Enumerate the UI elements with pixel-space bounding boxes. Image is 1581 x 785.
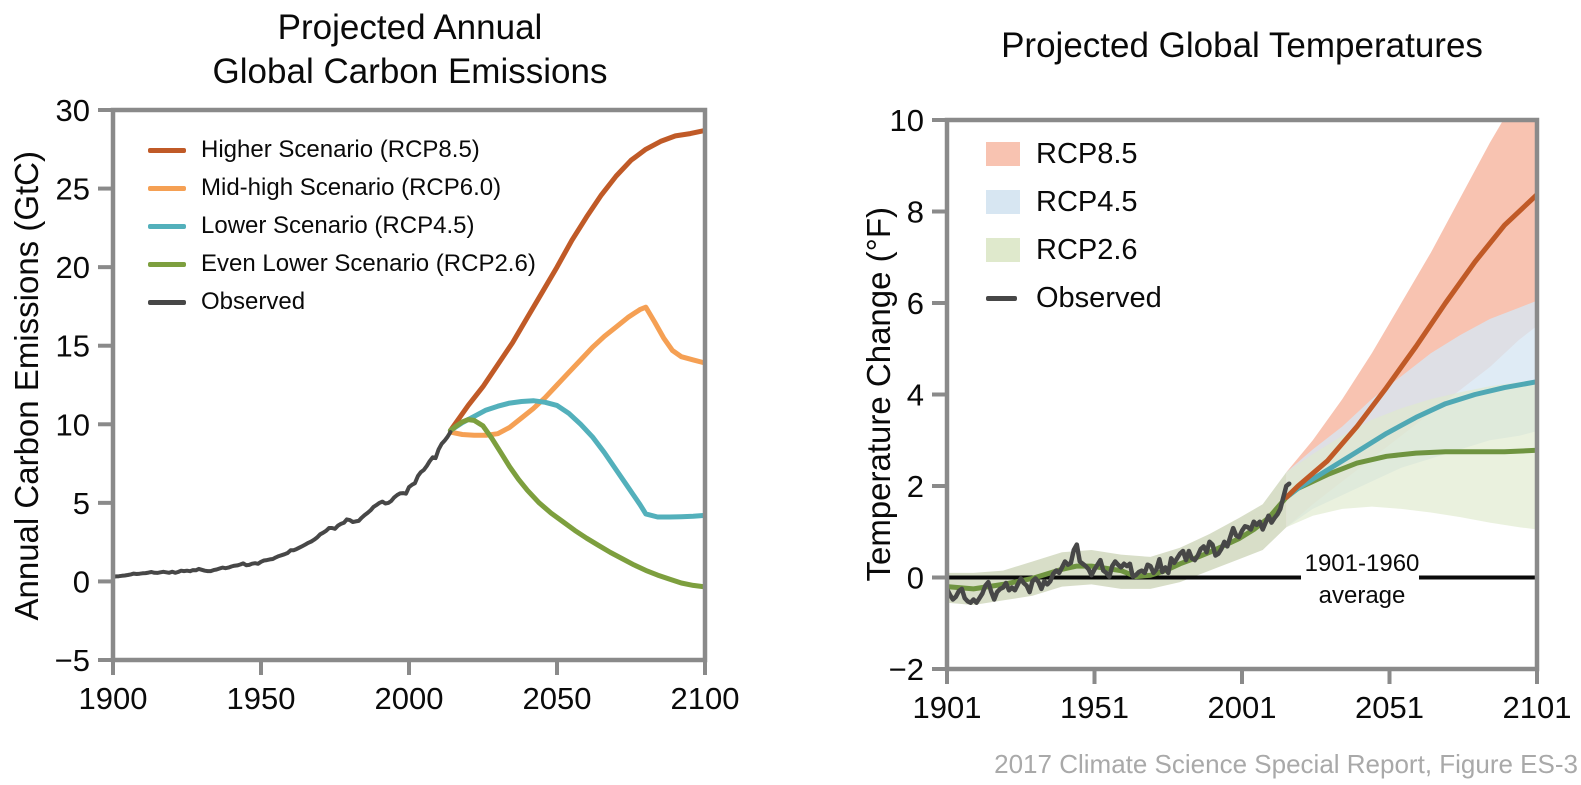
rcp85-line-swatch-icon (148, 147, 186, 153)
svg-text:1950: 1950 (227, 681, 296, 716)
svg-text:20: 20 (56, 250, 90, 285)
svg-text:0: 0 (907, 561, 924, 596)
legend-item-rcp45-scenario: Lower Scenario (RCP4.5) (148, 207, 536, 245)
legend-item-rcp85-band: RCP8.5 (986, 130, 1162, 178)
rcp26-band-swatch-icon (986, 238, 1020, 262)
legend-item-rcp26-scenario: Even Lower Scenario (RCP2.6) (148, 245, 536, 283)
svg-text:6: 6 (907, 286, 924, 321)
legend-item-rcp45-band: RCP4.5 (986, 178, 1162, 226)
svg-text:1900: 1900 (79, 681, 148, 716)
svg-text:2101: 2101 (1503, 690, 1572, 725)
legend-label: RCP4.5 (1036, 185, 1138, 218)
svg-text:5: 5 (73, 486, 90, 521)
legend-item-rcp26-band: RCP2.6 (986, 226, 1162, 274)
observed-line-swatch-icon (986, 295, 1017, 301)
legend-item-rcp85-scenario: Higher Scenario (RCP8.5) (148, 131, 536, 169)
emissions-legend: Higher Scenario (RCP8.5) Mid-high Scenar… (148, 131, 536, 321)
svg-text:2000: 2000 (375, 681, 444, 716)
svg-text:2: 2 (907, 469, 924, 504)
temperatures-y-axis-label: Temperature Change (°F) (860, 207, 897, 582)
legend-label: Higher Scenario (RCP8.5) (201, 136, 480, 163)
svg-text:0: 0 (73, 564, 90, 599)
temperatures-legend: RCP8.5 RCP4.5 RCP2.6 Observed (986, 130, 1162, 322)
legend-label: Mid-high Scenario (RCP6.0) (201, 174, 502, 201)
legend-label: Lower Scenario (RCP4.5) (201, 212, 475, 239)
svg-text:−2: −2 (889, 652, 924, 687)
svg-text:10: 10 (56, 407, 90, 442)
legend-item-observed: Observed (986, 274, 1162, 322)
svg-text:30: 30 (56, 93, 90, 128)
rcp85-band-swatch-icon (986, 142, 1020, 166)
emissions-y-axis-label: Annual Carbon Emissions (GtC) (8, 151, 45, 621)
legend-label: Even Lower Scenario (RCP2.6) (201, 250, 536, 277)
baseline-average-annotation: 1901-1960 average (1256, 548, 1468, 612)
legend-item-observed: Observed (148, 283, 536, 321)
legend-item-rcp60-scenario: Mid-high Scenario (RCP6.0) (148, 169, 536, 207)
observed-line-swatch-icon (148, 299, 186, 305)
svg-text:2100: 2100 (671, 681, 740, 716)
svg-text:4: 4 (907, 378, 924, 413)
svg-text:25: 25 (56, 172, 90, 207)
legend-label: Observed (1036, 281, 1162, 314)
rcp45-band-swatch-icon (986, 190, 1020, 214)
legend-label: RCP2.6 (1036, 233, 1138, 266)
legend-label: Observed (201, 288, 306, 315)
emissions-chart-title-line1: Projected Annual (277, 8, 543, 47)
svg-text:15: 15 (56, 329, 90, 364)
emissions-chart-title-line2: Global Carbon Emissions (212, 52, 608, 91)
emissions-chart-title: Projected Annual Global Carbon Emissions (110, 6, 710, 94)
rcp45-line-swatch-icon (148, 223, 186, 229)
legend-label: RCP8.5 (1036, 137, 1138, 170)
temperatures-chart-title: Projected Global Temperatures (1001, 26, 1483, 65)
source-note: 2017 Climate Science Special Report, Fig… (994, 749, 1578, 779)
temperatures-y-axis-label-box: Temperature Change (°F) (856, 120, 902, 669)
baseline-average-annotation-line1: 1901-1960 (1304, 550, 1420, 577)
emissions-y-axis-label-box: Annual Carbon Emissions (GtC) (4, 108, 50, 664)
svg-text:2050: 2050 (523, 681, 592, 716)
svg-text:1901: 1901 (913, 690, 982, 725)
svg-text:2051: 2051 (1355, 690, 1424, 725)
rcp26-line-swatch-icon (148, 261, 186, 267)
svg-text:8: 8 (907, 195, 924, 230)
svg-text:−5: −5 (55, 643, 90, 678)
svg-text:1951: 1951 (1060, 690, 1129, 725)
svg-text:2001: 2001 (1208, 690, 1277, 725)
baseline-average-annotation-line2: average (1318, 582, 1406, 609)
rcp60-line-swatch-icon (148, 185, 186, 191)
svg-text:10: 10 (890, 103, 924, 138)
